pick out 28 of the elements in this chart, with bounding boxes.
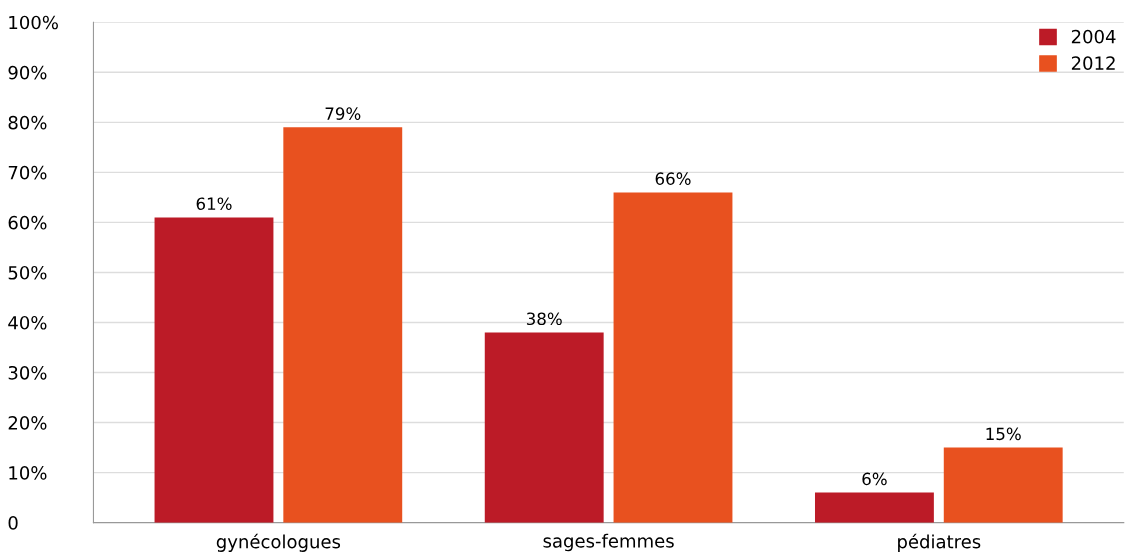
y-tick-label: 0 bbox=[8, 516, 18, 530]
x-tick-label: gynécologues bbox=[216, 533, 341, 552]
y-tick-label: 90% bbox=[8, 65, 47, 80]
legend-label: 2012 bbox=[1071, 56, 1115, 70]
bar bbox=[943, 447, 1063, 523]
bar bbox=[283, 127, 403, 523]
y-tick-label: 80% bbox=[8, 115, 47, 130]
y-tick-label: 20% bbox=[8, 416, 47, 430]
bar bbox=[154, 217, 274, 523]
y-tick-label: 60% bbox=[8, 215, 47, 230]
data-label: 6% bbox=[862, 472, 887, 486]
bar bbox=[613, 192, 733, 523]
bar bbox=[484, 332, 604, 523]
y-tick-label: 10% bbox=[9, 466, 47, 480]
data-label: 79% bbox=[325, 107, 361, 120]
x-tick-label: pédiatres bbox=[898, 533, 981, 552]
bar bbox=[814, 492, 934, 523]
y-tick-label: 50% bbox=[8, 265, 47, 280]
y-tick-label: 70% bbox=[8, 165, 47, 180]
data-label: 38% bbox=[526, 312, 562, 326]
y-tick-label: 100% bbox=[9, 15, 58, 30]
data-label: 15% bbox=[986, 427, 1021, 441]
x-tick-label: sages-femmes bbox=[543, 533, 674, 552]
y-tick-label: 40% bbox=[8, 315, 47, 330]
y-tick-label: 30% bbox=[8, 365, 47, 380]
data-label: 66% bbox=[655, 172, 691, 185]
data-label: 61% bbox=[196, 197, 232, 210]
legend-label: 2004 bbox=[1071, 29, 1116, 44]
